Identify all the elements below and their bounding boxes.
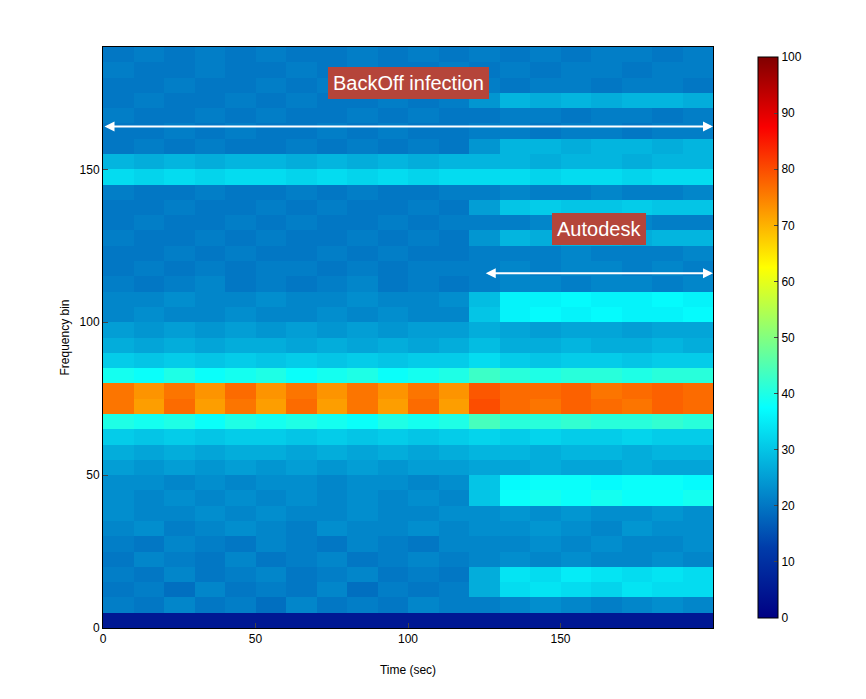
svg-text:80: 80	[781, 162, 795, 176]
svg-text:BackOff infection: BackOff infection	[333, 72, 484, 94]
svg-text:20: 20	[781, 499, 795, 513]
svg-text:Autodesk: Autodesk	[557, 218, 641, 240]
svg-text:50: 50	[86, 468, 100, 482]
svg-text:60: 60	[781, 275, 795, 289]
svg-text:0: 0	[100, 632, 107, 646]
svg-text:30: 30	[781, 443, 795, 457]
svg-text:0: 0	[93, 621, 100, 635]
svg-text:100: 100	[781, 50, 801, 64]
svg-text:100: 100	[80, 315, 100, 329]
svg-text:150: 150	[80, 163, 100, 177]
svg-text:50: 50	[781, 331, 795, 345]
svg-text:10: 10	[781, 555, 795, 569]
svg-text:40: 40	[781, 387, 795, 401]
svg-text:90: 90	[781, 106, 795, 120]
svg-text:50: 50	[249, 632, 263, 646]
svg-text:70: 70	[781, 219, 795, 233]
svg-text:100: 100	[398, 632, 418, 646]
svg-text:Frequency bin: Frequency bin	[58, 299, 72, 375]
svg-text:150: 150	[550, 632, 570, 646]
svg-text:0: 0	[781, 611, 788, 625]
svg-text:Time (sec): Time (sec)	[380, 663, 436, 677]
